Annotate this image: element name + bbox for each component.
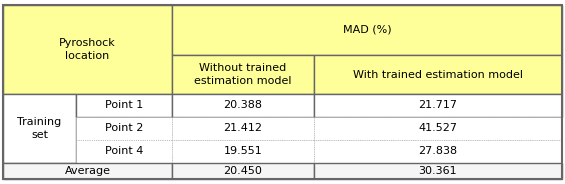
Text: 41.527: 41.527 bbox=[418, 123, 458, 133]
Text: Point 2: Point 2 bbox=[105, 123, 144, 133]
Bar bbox=[314, 55, 562, 94]
Text: 20.450: 20.450 bbox=[224, 166, 262, 176]
Bar bbox=[76, 94, 172, 117]
Text: 21.412: 21.412 bbox=[223, 123, 263, 133]
Text: Without trained
estimation model: Without trained estimation model bbox=[194, 63, 292, 86]
Text: Point 1: Point 1 bbox=[105, 100, 144, 110]
Text: Average: Average bbox=[64, 166, 111, 176]
Text: Training
set: Training set bbox=[18, 117, 62, 140]
Text: 19.551: 19.551 bbox=[224, 146, 262, 156]
Text: Pyroshock
location: Pyroshock location bbox=[59, 38, 116, 61]
Bar bbox=[314, 163, 562, 179]
Text: With trained estimation model: With trained estimation model bbox=[353, 70, 523, 79]
Bar bbox=[3, 5, 172, 94]
Bar bbox=[172, 140, 314, 163]
Bar bbox=[3, 94, 76, 163]
Bar bbox=[76, 117, 172, 140]
Bar bbox=[314, 94, 562, 117]
Bar bbox=[76, 140, 172, 163]
Bar bbox=[172, 55, 314, 94]
Text: 30.361: 30.361 bbox=[419, 166, 457, 176]
Bar bbox=[172, 5, 562, 55]
Bar bbox=[3, 163, 172, 179]
Bar bbox=[172, 163, 314, 179]
Text: MAD (%): MAD (%) bbox=[343, 25, 392, 35]
Text: Point 4: Point 4 bbox=[105, 146, 144, 156]
Text: 20.388: 20.388 bbox=[223, 100, 263, 110]
Bar bbox=[314, 117, 562, 140]
Bar bbox=[314, 140, 562, 163]
Text: 27.838: 27.838 bbox=[418, 146, 458, 156]
Text: 21.717: 21.717 bbox=[418, 100, 458, 110]
Bar bbox=[172, 117, 314, 140]
Bar bbox=[172, 94, 314, 117]
